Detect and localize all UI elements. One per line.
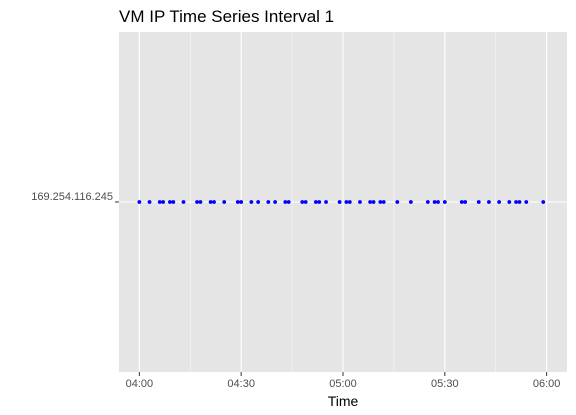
data-point <box>442 200 447 204</box>
x-axis-title: Time <box>328 393 359 409</box>
data-point <box>147 200 152 204</box>
data-point <box>541 200 546 204</box>
chart-title: VM IP Time Series Interval 1 <box>119 7 334 26</box>
data-point <box>381 200 386 204</box>
data-point <box>195 200 199 204</box>
data-point <box>168 200 172 204</box>
data-point <box>395 200 400 204</box>
data-point <box>497 200 502 204</box>
x-tick-label: 05:00 <box>329 378 357 390</box>
x-tick-label: 06:00 <box>533 378 561 390</box>
data-point <box>358 200 362 204</box>
data-point <box>324 200 328 204</box>
data-point <box>524 200 529 204</box>
data-point <box>337 200 342 204</box>
data-point <box>371 200 376 204</box>
x-tick-label: 05:30 <box>431 378 459 390</box>
data-point <box>436 200 440 204</box>
data-point <box>408 200 413 204</box>
axes-layer: 04:00 04:30 05:00 05:30 06:00 169.254.116.245 <box>31 191 560 390</box>
data-point <box>208 200 213 204</box>
data-point <box>378 200 383 204</box>
data-point <box>463 200 468 204</box>
data-point <box>256 200 261 204</box>
data-point <box>344 200 349 204</box>
data-point <box>459 200 464 204</box>
data-point <box>514 200 518 204</box>
y-tick-label: 169.254.116.245 <box>31 191 113 203</box>
data-point <box>198 200 203 204</box>
data-point <box>222 200 227 204</box>
data-point <box>161 200 166 204</box>
data-point <box>487 200 491 204</box>
data-point <box>517 200 522 204</box>
data-point <box>313 200 318 204</box>
data-point <box>507 200 512 204</box>
data-point <box>157 200 162 204</box>
data-point <box>476 200 481 204</box>
data-point <box>249 200 254 204</box>
points-layer <box>137 200 546 204</box>
data-point <box>181 200 186 204</box>
x-tick-label: 04:30 <box>227 378 255 390</box>
data-point <box>300 200 305 204</box>
x-tick-label: 04:00 <box>126 378 154 390</box>
data-point <box>425 200 430 204</box>
data-point <box>239 200 244 204</box>
data-point <box>171 200 176 204</box>
data-point <box>137 200 142 204</box>
data-point <box>347 200 352 204</box>
data-point <box>286 200 291 204</box>
data-point <box>235 200 240 204</box>
data-point <box>368 200 373 204</box>
data-point <box>283 200 288 204</box>
data-point <box>303 200 308 204</box>
data-point <box>432 200 437 204</box>
data-point <box>266 200 271 204</box>
data-point <box>273 200 278 204</box>
data-point <box>317 200 322 204</box>
data-point <box>212 200 216 204</box>
